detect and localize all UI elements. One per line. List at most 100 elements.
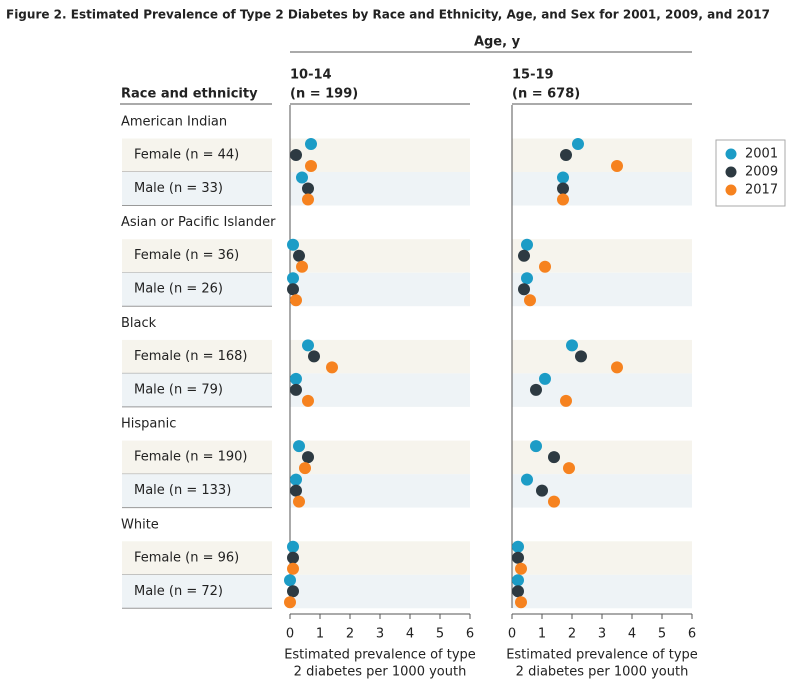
row-band — [512, 239, 692, 273]
x-tick-label: 5 — [658, 627, 666, 642]
category-label: Male (n = 133) — [134, 483, 231, 498]
dot — [611, 361, 623, 374]
dot — [293, 495, 305, 508]
x-tick-label: 3 — [598, 627, 606, 642]
dot — [287, 272, 299, 285]
dot — [521, 272, 533, 285]
row-band — [122, 138, 272, 172]
dot — [296, 171, 308, 184]
x-axis-label: 2 diabetes per 1000 youth — [516, 665, 689, 680]
dot — [290, 372, 302, 385]
legend-swatch — [725, 148, 737, 160]
x-tick-label: 1 — [538, 627, 546, 642]
dot — [530, 440, 542, 453]
category-label: Female (n = 36) — [134, 248, 239, 263]
dot — [290, 484, 302, 497]
dot — [287, 283, 299, 296]
x-tick-label: 2 — [346, 627, 354, 642]
chart-title: Figure 2. Estimated Prevalence of Type 2… — [6, 8, 770, 22]
legend-label: 2001 — [745, 147, 778, 162]
x-tick-label: 5 — [436, 627, 444, 642]
dot — [299, 462, 311, 475]
row-band — [290, 272, 470, 307]
legend-label: 2017 — [745, 183, 778, 198]
row-band — [290, 239, 470, 273]
group-label: Hispanic — [121, 417, 176, 432]
group-label: White — [121, 517, 159, 532]
category-label: Female (n = 44) — [134, 148, 239, 163]
row-band — [512, 172, 692, 206]
row-band — [122, 440, 272, 475]
dot — [566, 339, 578, 352]
dot — [518, 249, 530, 262]
dot — [293, 249, 305, 262]
category-label: Female (n = 190) — [134, 450, 248, 465]
dot — [521, 238, 533, 251]
dot — [287, 585, 299, 598]
dot — [302, 394, 314, 407]
dot — [284, 596, 296, 609]
dot — [524, 294, 536, 307]
category-label: Male (n = 33) — [134, 181, 223, 196]
group-label: Black — [121, 316, 157, 331]
dot — [539, 372, 551, 385]
dot — [560, 149, 572, 161]
dot — [302, 451, 314, 464]
dot — [296, 260, 308, 273]
dot — [305, 138, 317, 150]
dot — [521, 473, 533, 486]
dot — [302, 339, 314, 352]
row-band — [122, 339, 272, 374]
dot — [512, 585, 524, 598]
x-axis-label: Estimated prevalence of type — [284, 648, 476, 663]
dot — [512, 540, 524, 553]
x-tick-label: 3 — [376, 627, 384, 642]
row-band — [512, 440, 692, 475]
row-band — [122, 272, 272, 307]
row-band — [122, 239, 272, 273]
row-band — [290, 339, 470, 374]
category-header: Race and ethnicity — [121, 87, 258, 102]
dot — [539, 260, 551, 273]
dot — [530, 383, 542, 396]
dot — [548, 495, 560, 508]
dot — [575, 350, 587, 363]
dot — [512, 551, 524, 564]
dot — [611, 160, 623, 172]
x-axis-label: 2 diabetes per 1000 youth — [294, 665, 467, 680]
dot — [287, 238, 299, 251]
dot — [287, 551, 299, 564]
row-band — [290, 138, 470, 172]
dot — [557, 182, 569, 195]
row-band — [512, 541, 692, 575]
x-tick-label: 6 — [688, 627, 696, 642]
panel-title: 15-19 — [512, 68, 554, 83]
row-band — [512, 574, 692, 609]
row-band — [122, 574, 272, 609]
dot — [548, 451, 560, 464]
dot — [293, 440, 305, 453]
panel-title: 10-14 — [290, 68, 332, 83]
dot — [515, 562, 527, 575]
x-tick-label: 4 — [628, 627, 636, 642]
category-label: Male (n = 72) — [134, 584, 223, 599]
dot — [287, 540, 299, 553]
dot — [290, 473, 302, 486]
dot — [290, 149, 302, 161]
panel-subtitle: (n = 199) — [290, 87, 358, 102]
row-band — [122, 474, 272, 508]
legend-swatch — [725, 166, 737, 178]
panel-subtitle: (n = 678) — [512, 87, 580, 102]
row-band — [122, 373, 272, 407]
dot — [512, 574, 524, 587]
dot — [326, 361, 338, 374]
dot — [287, 562, 299, 575]
category-label: Male (n = 26) — [134, 282, 223, 297]
legend-swatch — [725, 184, 737, 196]
dot — [290, 383, 302, 396]
row-band — [512, 138, 692, 172]
row-band — [512, 272, 692, 307]
row-band — [290, 474, 470, 508]
row-band — [290, 172, 470, 206]
